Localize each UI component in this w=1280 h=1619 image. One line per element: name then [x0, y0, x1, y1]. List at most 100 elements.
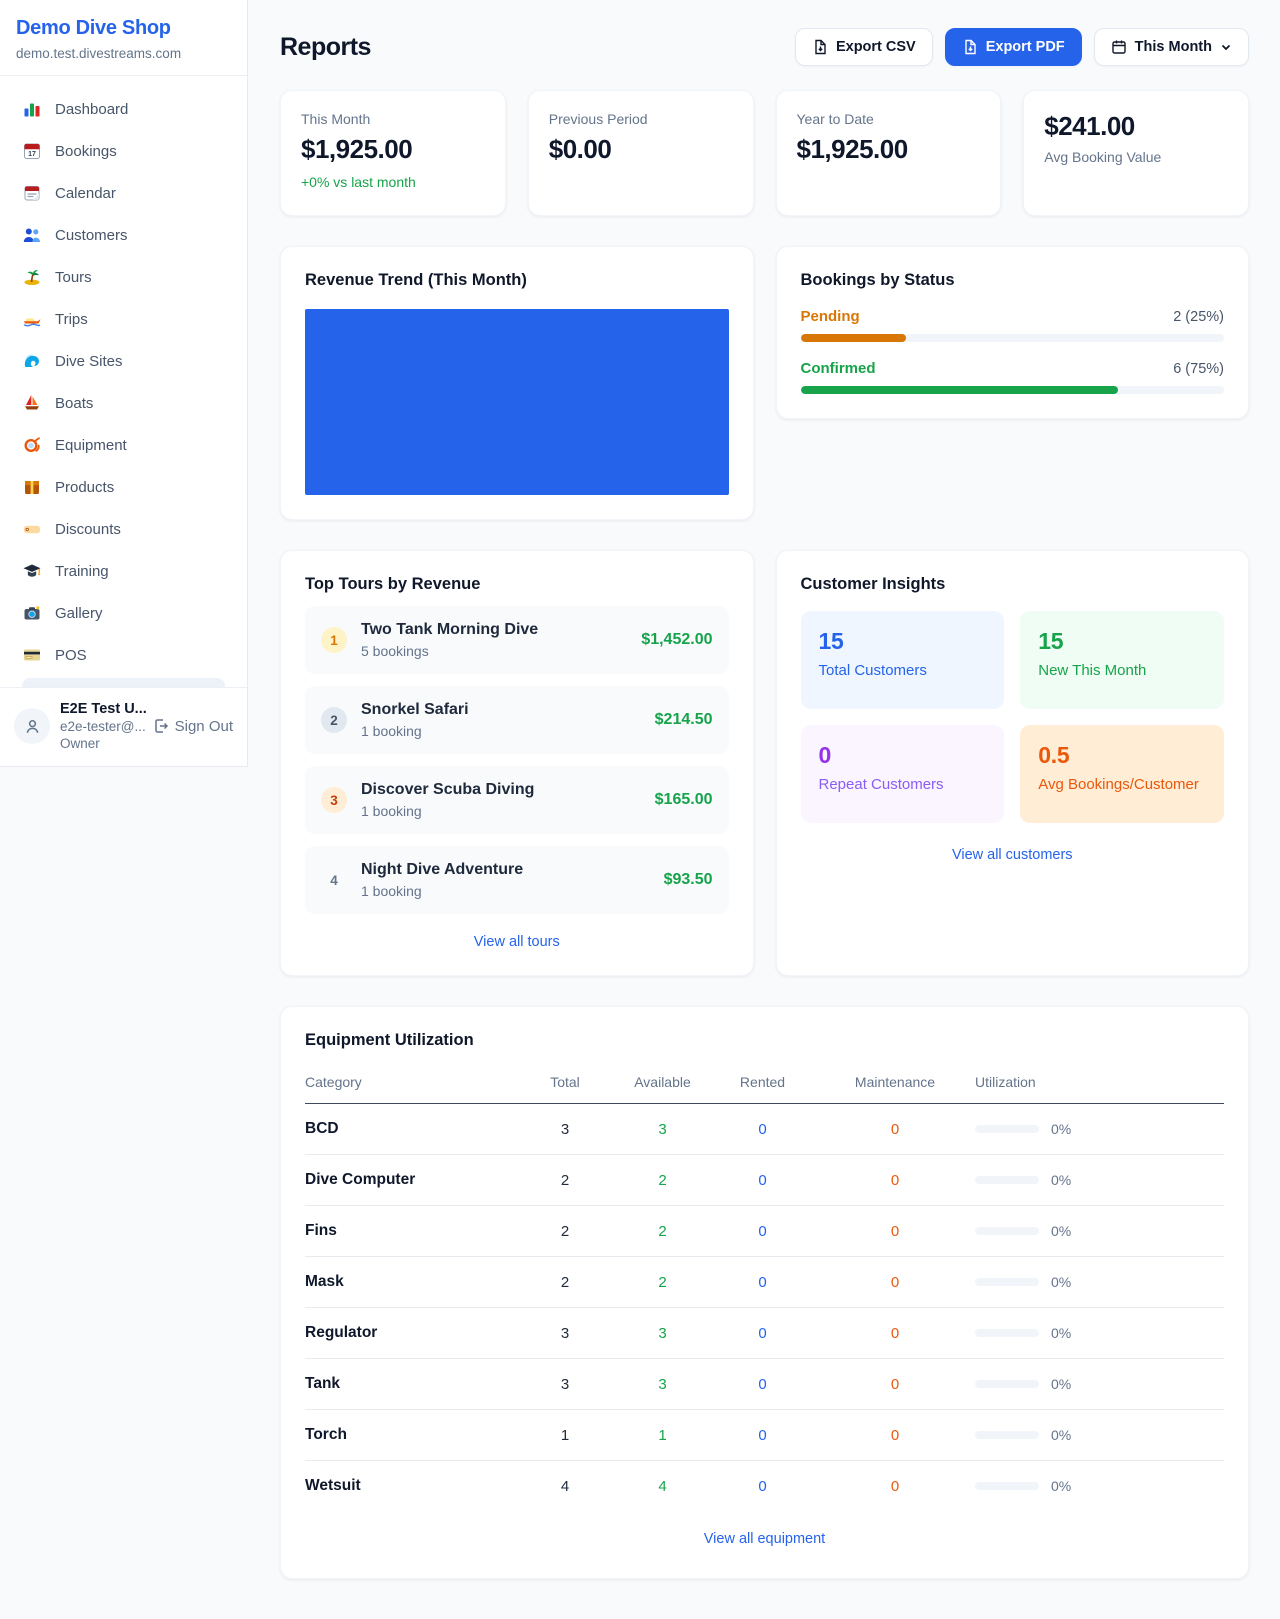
- cell-maintenance: 0: [815, 1256, 975, 1308]
- cell-available: 3: [615, 1307, 710, 1359]
- cell-utilization: 0%: [975, 1256, 1224, 1308]
- column-header: Maintenance: [815, 1064, 975, 1104]
- status-bar-track: [800, 334, 1224, 342]
- bar-chart-icon: [22, 99, 42, 119]
- cell-category: Wetsuit: [305, 1477, 361, 1494]
- export-csv-button[interactable]: Export CSV: [794, 28, 933, 66]
- status-bar-fill: [800, 334, 907, 342]
- cell-available: 2: [615, 1154, 710, 1206]
- diving-mask-icon: [22, 435, 42, 455]
- sidebar-item-partial[interactable]: [22, 678, 225, 687]
- sidebar-item-label: Discounts: [55, 520, 121, 538]
- cell-available: 2: [615, 1256, 710, 1308]
- cell-category: Dive Computer: [305, 1154, 515, 1206]
- table-row: Dive Computer 2 2 0 0 0%: [305, 1154, 1224, 1206]
- sidebar-item-label: POS: [55, 646, 87, 664]
- cell-utilization: 0%: [975, 1358, 1224, 1410]
- utilization-percent: 0%: [1051, 1223, 1072, 1239]
- sidebar-item-label: Tours: [55, 268, 92, 286]
- stats-row: This Month $1,925.00 +0% vs last month P…: [280, 90, 1249, 216]
- cell-maintenance: 0: [815, 1205, 975, 1257]
- utilization-bar-track: [975, 1380, 1039, 1388]
- sidebar-item-customers[interactable]: Customers: [12, 216, 235, 254]
- user-role: Owner: [60, 736, 100, 751]
- view-all-customers-link[interactable]: View all customers: [951, 847, 1073, 863]
- cell-rented: 0: [710, 1205, 815, 1257]
- cell-maintenance: 0: [815, 1154, 975, 1206]
- cell-maintenance: 0: [815, 1409, 975, 1461]
- sidebar-item-boats[interactable]: Boats: [12, 384, 235, 422]
- sidebar-item-equipment[interactable]: Equipment: [12, 426, 235, 464]
- rank-badge: 1: [321, 627, 347, 653]
- cell-rented: 0: [710, 1103, 815, 1155]
- stat-label: Previous Period: [548, 111, 648, 127]
- utilization-percent: 0%: [1051, 1274, 1072, 1290]
- cell-total: 2: [515, 1205, 615, 1257]
- column-header: Category: [305, 1064, 515, 1104]
- table-row: Torch 1 1 0 0 0%: [305, 1409, 1224, 1461]
- sidebar-item-dive-sites[interactable]: Dive Sites: [12, 342, 235, 380]
- person-icon: [23, 717, 42, 736]
- insight-tiles: 15 Total Customers 15 New This Month 0 R…: [800, 611, 1224, 823]
- sign-out-button[interactable]: Sign Out: [153, 718, 233, 735]
- utilization-percent: 0%: [1051, 1172, 1072, 1188]
- user-name: E2E Test U...: [60, 701, 147, 717]
- table-row: Regulator 3 3 0 0 0%: [305, 1307, 1224, 1359]
- sidebar: Demo Dive Shop demo.test.divestreams.com…: [0, 0, 248, 767]
- svg-text:17: 17: [28, 151, 36, 158]
- tile-value: 15: [1038, 628, 1064, 654]
- tile-repeat-customers: 0 Repeat Customers: [800, 725, 1005, 823]
- sidebar-item-training[interactable]: Training: [12, 552, 235, 590]
- rank-badge: 2: [321, 707, 347, 733]
- sidebar-item-tours[interactable]: Tours: [12, 258, 235, 296]
- sidebar-item-trips[interactable]: Trips: [12, 300, 235, 338]
- status-bar-track: [800, 386, 1224, 394]
- cell-utilization: 0%: [975, 1103, 1224, 1155]
- view-all-equipment-link[interactable]: View all equipment: [703, 1531, 826, 1547]
- sidebar-nav: Dashboard 17 Bookings Calendar Customers…: [0, 76, 247, 687]
- status-value: 6 (75%): [1173, 361, 1224, 377]
- table-row: Tank 3 3 0 0 0%: [305, 1358, 1224, 1410]
- utilization-bar-track: [975, 1431, 1039, 1439]
- graduation-cap-icon: [22, 561, 42, 581]
- revenue-trend-card: Revenue Trend (This Month): [280, 246, 754, 520]
- cell-maintenance: 0: [815, 1307, 975, 1359]
- cell-category: Tank: [305, 1358, 515, 1410]
- cell-total: 4: [560, 1477, 570, 1495]
- export-pdf-button[interactable]: Export PDF: [944, 28, 1082, 66]
- sidebar-item-dashboard[interactable]: Dashboard: [12, 90, 235, 128]
- tile-total-customers: 15 Total Customers: [800, 611, 1005, 709]
- logout-icon: [153, 718, 169, 734]
- revenue-trend-chart: [305, 309, 729, 495]
- cell-rented: 0: [758, 1477, 767, 1495]
- tour-row: 1 Two Tank Morning Dive 5 bookings $1,45…: [305, 606, 729, 674]
- cell-total: 1: [515, 1409, 615, 1461]
- cell-total: 2: [515, 1256, 615, 1308]
- column-header: Total: [515, 1064, 615, 1104]
- tour-name: Snorkel Safari: [361, 701, 469, 718]
- sidebar-item-bookings[interactable]: 17 Bookings: [12, 132, 235, 170]
- file-export-icon: [962, 39, 978, 55]
- cell-rented: 0: [710, 1256, 815, 1308]
- file-export-icon: [812, 39, 828, 55]
- sidebar-item-calendar[interactable]: Calendar: [12, 174, 235, 212]
- status-bar-fill: [800, 386, 1119, 394]
- tile-label: Repeat Customers: [818, 776, 944, 793]
- tour-bookings: 1 booking: [361, 803, 422, 819]
- utilization-percent: 0%: [1051, 1121, 1072, 1137]
- period-selector[interactable]: This Month: [1093, 28, 1249, 66]
- tour-revenue: $165.00: [654, 791, 713, 808]
- sidebar-item-gallery[interactable]: Gallery: [12, 594, 235, 632]
- palm-island-icon: [22, 267, 42, 287]
- sidebar-item-products[interactable]: Products: [12, 468, 235, 506]
- sidebar-item-label: Dive Sites: [55, 352, 123, 370]
- table-row: Fins 2 2 0 0 0%: [305, 1205, 1224, 1257]
- sidebar-item-discounts[interactable]: Discounts: [12, 510, 235, 548]
- sidebar-item-pos[interactable]: POS: [12, 636, 235, 674]
- cell-rented: 0: [710, 1409, 815, 1461]
- stat-card-year-to-date: Year to Date $1,925.00: [775, 90, 1002, 216]
- tour-row: 2 Snorkel Safari 1 booking $214.50: [305, 686, 729, 754]
- top-tours-title: Top Tours by Revenue: [305, 575, 481, 593]
- view-all-tours-link[interactable]: View all tours: [473, 934, 560, 950]
- status-row-confirmed: Confirmed 6 (75%): [800, 360, 1224, 394]
